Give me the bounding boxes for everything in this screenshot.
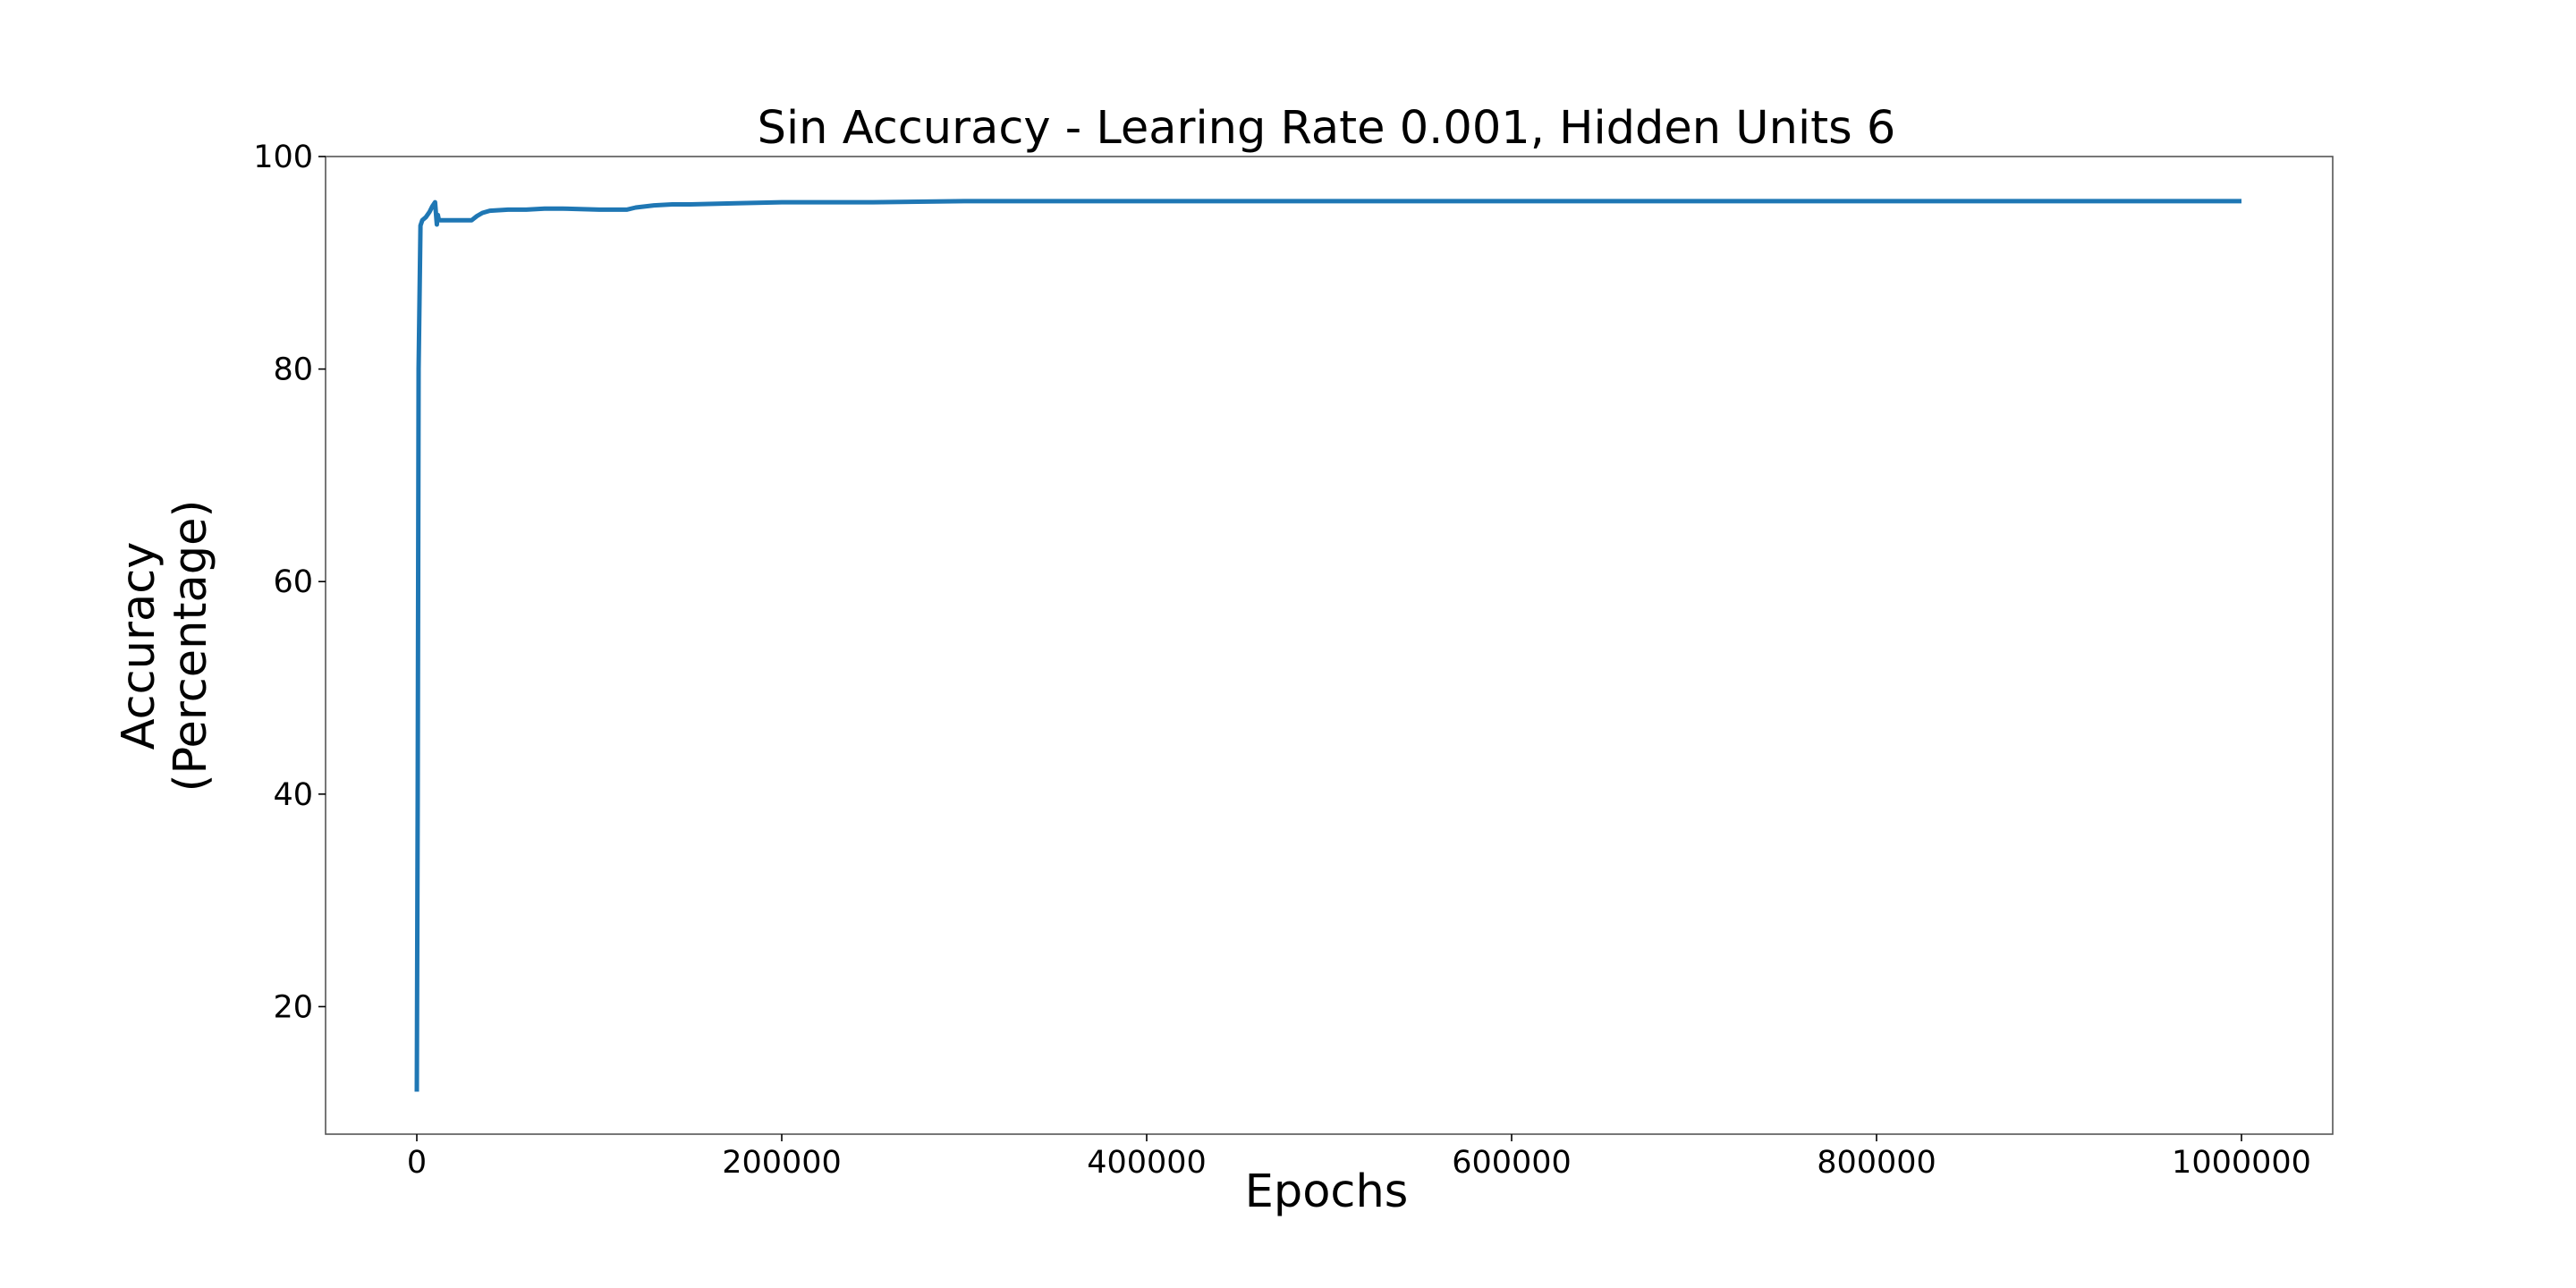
x-axis: 0 200000 400000 600000 800000 1000000	[407, 1134, 2311, 1181]
y-tick-label: 60	[273, 564, 313, 600]
y-axis-label-line-2: (Percentage)	[165, 500, 217, 792]
x-tick-label: 400000	[1087, 1145, 1207, 1181]
x-tick-label: 800000	[1817, 1145, 1936, 1181]
y-tick-label: 100	[253, 140, 313, 175]
plot-area	[325, 156, 2334, 1135]
x-tick-label: 200000	[722, 1145, 842, 1181]
y-axis: 20 40 60 80 100	[253, 140, 326, 1025]
y-tick-label: 20	[273, 989, 313, 1025]
x-tick-label: 1000000	[2172, 1145, 2311, 1181]
y-tick-label: 40	[273, 777, 313, 813]
x-tick-label: 0	[407, 1145, 427, 1181]
x-axis-label: Epochs	[1245, 1165, 1409, 1218]
series-layer	[414, 199, 2241, 1092]
y-tick-label: 80	[273, 352, 313, 388]
plot-frame	[325, 156, 2334, 1135]
y-axis-label: Accuracy (Percentage)	[113, 500, 217, 792]
series-line-0	[414, 199, 2241, 1092]
y-axis-label-line-1: Accuracy	[113, 542, 165, 750]
chart-title: Sin Accuracy - Learing Rate 0.001, Hidde…	[758, 102, 1896, 155]
x-tick-label: 600000	[1452, 1145, 1572, 1181]
